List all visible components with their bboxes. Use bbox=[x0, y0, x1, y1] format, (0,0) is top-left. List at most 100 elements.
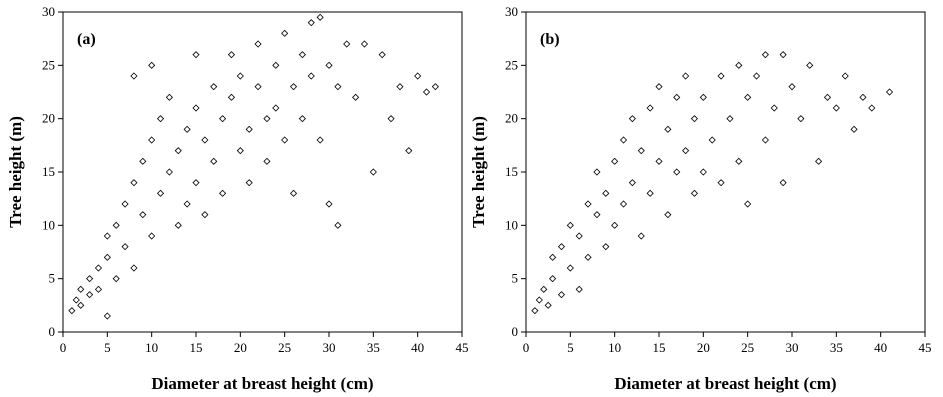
x-tick-label: 15 bbox=[653, 340, 666, 355]
plot-frame bbox=[62, 11, 463, 333]
x-tick-label: 40 bbox=[874, 340, 887, 355]
point bbox=[575, 232, 583, 240]
y-tick-label: 10 bbox=[505, 217, 518, 232]
point bbox=[708, 136, 716, 144]
point bbox=[779, 51, 787, 59]
point bbox=[779, 179, 787, 187]
point bbox=[611, 157, 619, 165]
point bbox=[682, 72, 690, 80]
y-tick-label: 20 bbox=[42, 111, 55, 126]
y-tick-label: 15 bbox=[505, 164, 518, 179]
point bbox=[201, 136, 209, 144]
point bbox=[325, 200, 333, 208]
x-tick-label: 45 bbox=[919, 340, 932, 355]
point bbox=[201, 211, 209, 219]
point bbox=[192, 179, 200, 187]
point bbox=[823, 93, 832, 101]
point bbox=[254, 83, 262, 91]
point bbox=[103, 253, 111, 261]
point bbox=[227, 93, 236, 101]
point bbox=[752, 72, 761, 80]
point bbox=[263, 115, 271, 123]
point bbox=[121, 200, 129, 208]
x-tick-label: 5 bbox=[567, 340, 574, 355]
point bbox=[788, 83, 796, 91]
point bbox=[334, 83, 342, 91]
point bbox=[646, 189, 654, 197]
point bbox=[655, 157, 663, 165]
x-tick-label: 0 bbox=[60, 340, 67, 355]
point bbox=[369, 168, 377, 176]
point bbox=[112, 275, 120, 283]
y-axis-label: Tree height (m) bbox=[469, 116, 488, 228]
y-tick-label: 25 bbox=[505, 57, 518, 72]
point bbox=[414, 72, 422, 80]
point bbox=[549, 275, 557, 283]
point bbox=[94, 264, 103, 272]
x-tick-label: 10 bbox=[145, 340, 158, 355]
point bbox=[664, 125, 672, 133]
point bbox=[744, 200, 752, 208]
point bbox=[307, 19, 315, 27]
x-tick-label: 20 bbox=[697, 340, 710, 355]
y-tick-label: 25 bbox=[42, 57, 55, 72]
point bbox=[761, 51, 769, 59]
point bbox=[316, 13, 324, 21]
point bbox=[289, 83, 298, 91]
point bbox=[192, 104, 200, 112]
point bbox=[156, 115, 165, 123]
plot-frame bbox=[525, 11, 926, 333]
point bbox=[540, 285, 548, 293]
point bbox=[744, 93, 752, 101]
point bbox=[210, 83, 218, 91]
point bbox=[726, 115, 734, 123]
point bbox=[130, 72, 138, 80]
point bbox=[584, 253, 592, 261]
x-tick-label: 35 bbox=[367, 340, 380, 355]
point bbox=[690, 189, 699, 197]
x-tick-label: 30 bbox=[786, 340, 799, 355]
panel-label: (b) bbox=[540, 31, 560, 48]
point bbox=[699, 168, 707, 176]
y-tick-label: 5 bbox=[49, 271, 56, 286]
point bbox=[245, 125, 253, 133]
x-tick-label: 40 bbox=[411, 340, 424, 355]
point bbox=[148, 136, 156, 144]
point bbox=[139, 211, 147, 219]
point bbox=[735, 61, 743, 69]
point bbox=[646, 104, 654, 112]
point bbox=[183, 125, 191, 133]
point bbox=[593, 168, 601, 176]
point bbox=[121, 243, 129, 251]
point bbox=[254, 40, 262, 48]
point bbox=[628, 179, 636, 187]
x-axis-label: Diameter at breast height (cm) bbox=[614, 374, 836, 393]
point bbox=[130, 179, 138, 187]
point bbox=[602, 189, 610, 197]
point bbox=[378, 51, 386, 59]
point bbox=[192, 51, 200, 59]
point bbox=[637, 232, 645, 240]
point bbox=[673, 93, 681, 101]
y-tick-label: 30 bbox=[505, 4, 518, 19]
point bbox=[281, 29, 289, 37]
point bbox=[272, 61, 280, 69]
x-tick-label: 30 bbox=[323, 340, 336, 355]
point bbox=[387, 115, 395, 123]
point bbox=[535, 296, 543, 304]
point bbox=[673, 168, 681, 176]
y-tick-label: 30 bbox=[42, 4, 55, 19]
point bbox=[219, 115, 227, 123]
point bbox=[549, 253, 557, 261]
point bbox=[298, 51, 306, 59]
x-tick-label: 25 bbox=[741, 340, 754, 355]
point bbox=[602, 243, 610, 251]
point bbox=[148, 61, 156, 69]
point bbox=[584, 200, 592, 208]
point bbox=[245, 179, 253, 187]
point bbox=[139, 157, 147, 165]
point bbox=[165, 93, 173, 101]
point bbox=[156, 189, 165, 197]
point bbox=[885, 88, 894, 96]
